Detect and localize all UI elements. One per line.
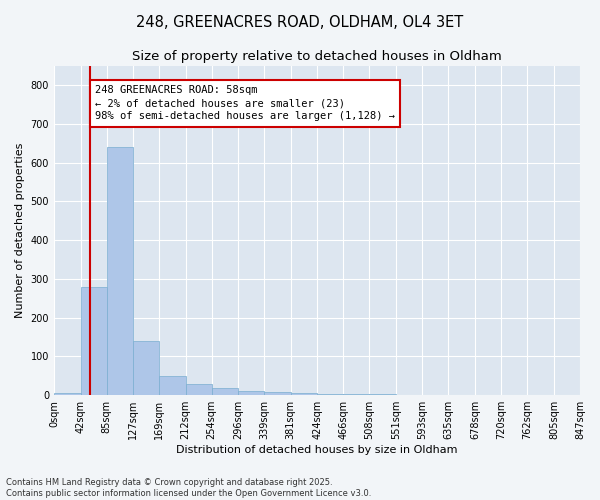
Bar [185,384,212,395]
Bar [343,394,370,395]
Text: 248 GREENACRES ROAD: 58sqm
← 2% of detached houses are smaller (23)
98% of semi-: 248 GREENACRES ROAD: 58sqm ← 2% of detac… [95,85,395,122]
Text: 248, GREENACRES ROAD, OLDHAM, OL4 3ET: 248, GREENACRES ROAD, OLDHAM, OL4 3ET [136,15,464,30]
Bar [290,394,317,395]
Y-axis label: Number of detached properties: Number of detached properties [15,142,25,318]
Title: Size of property relative to detached houses in Oldham: Size of property relative to detached ho… [132,50,502,63]
Text: Contains HM Land Registry data © Crown copyright and database right 2025.
Contai: Contains HM Land Registry data © Crown c… [6,478,371,498]
Bar [265,392,290,395]
Bar [54,394,80,395]
Bar [212,388,238,395]
X-axis label: Distribution of detached houses by size in Oldham: Distribution of detached houses by size … [176,445,458,455]
Bar [238,390,265,395]
Bar [159,376,185,395]
Bar [107,147,133,395]
Bar [370,394,396,395]
Bar [80,286,107,395]
Bar [317,394,343,395]
Bar [133,341,159,395]
